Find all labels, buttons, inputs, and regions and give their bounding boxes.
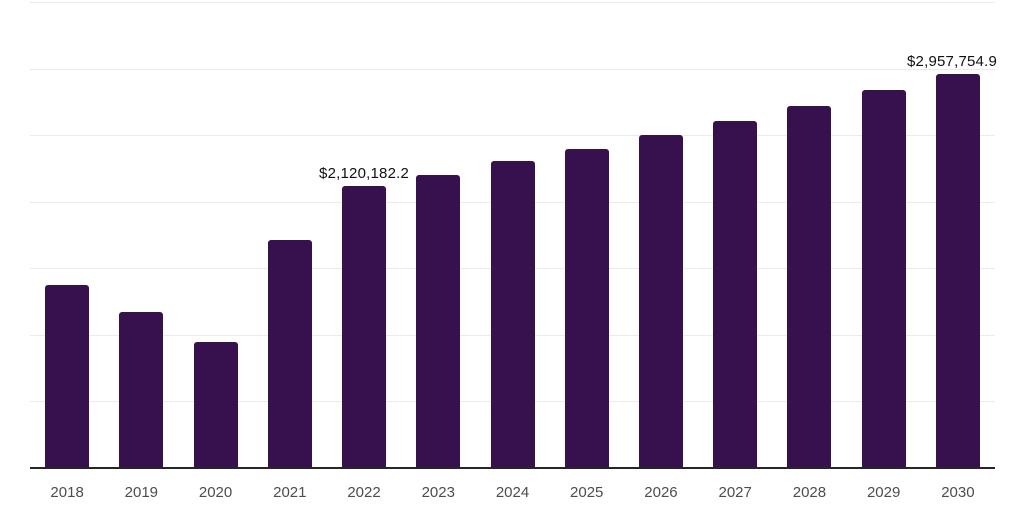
x-tick-label-2029: 2029 — [866, 484, 901, 501]
bar-2030 — [935, 74, 980, 468]
bar-2022 — [342, 185, 387, 468]
bar-2028 — [787, 106, 832, 468]
gridline — [30, 135, 995, 137]
bar-2024 — [490, 160, 535, 468]
x-tick-label-2020: 2020 — [198, 484, 233, 501]
gridline — [30, 68, 995, 70]
x-tick-label-2027: 2027 — [718, 484, 752, 501]
x-tick-label-2023: 2023 — [421, 484, 455, 501]
data-label-2030: $2,957,754.9 — [907, 53, 997, 71]
bar-2026 — [638, 135, 683, 468]
x-tick-label-2030: 2030 — [941, 484, 975, 501]
x-tick-label-2025: 2025 — [570, 484, 604, 501]
x-tick-label-2021: 2021 — [273, 484, 307, 501]
x-tick-label-2028: 2028 — [792, 484, 827, 501]
bar-2020 — [193, 341, 238, 468]
bar-2023 — [416, 174, 461, 468]
bar-2021 — [267, 239, 312, 468]
x-tick-label-2018: 2018 — [50, 484, 84, 501]
bar-2027 — [713, 120, 758, 468]
gridline — [30, 2, 995, 3]
x-tick-label-2022: 2022 — [347, 484, 381, 501]
data-label-2022: $2,120,182.2 — [319, 164, 410, 182]
bar-2025 — [564, 149, 609, 468]
bar-2029 — [861, 89, 906, 468]
x-tick-label-2024: 2024 — [495, 484, 530, 501]
x-tick-label-2026: 2026 — [644, 484, 678, 501]
bar-2019 — [119, 311, 164, 468]
x-axis-line — [30, 467, 995, 469]
bar-2018 — [45, 284, 90, 468]
x-tick-label-2019: 2019 — [124, 484, 159, 501]
